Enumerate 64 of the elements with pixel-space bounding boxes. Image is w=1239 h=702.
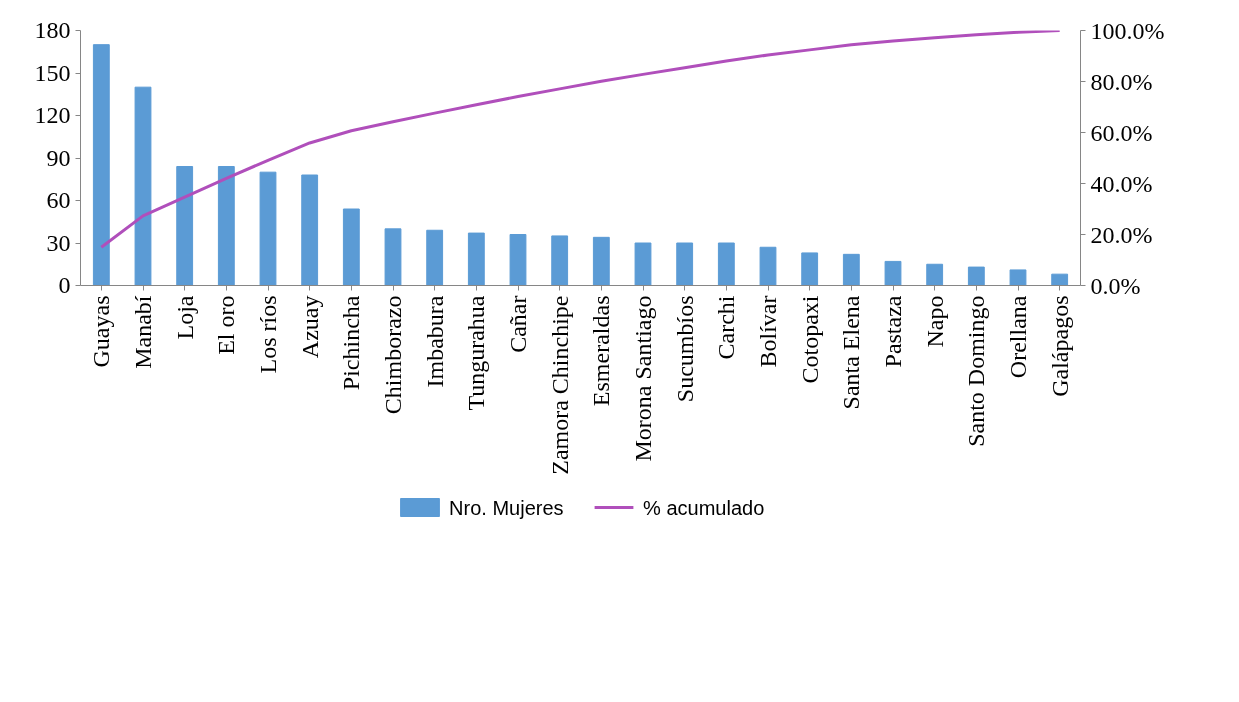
- bar: [92, 44, 110, 286]
- bar: [634, 242, 652, 286]
- bar: [842, 253, 860, 286]
- bar: [259, 171, 277, 286]
- x-tick-label: Santa Elena: [838, 295, 865, 410]
- legend-label: % acumulado: [643, 496, 765, 519]
- bar: [551, 235, 569, 286]
- x-tick-label: Pichincha: [338, 295, 365, 391]
- x-tick-label: Esmeraldas: [588, 295, 615, 407]
- x-tick-label: Cañar: [505, 295, 531, 353]
- bar: [717, 242, 735, 286]
- y2-tick-label: 80.0%: [1090, 68, 1153, 95]
- bar: [967, 266, 985, 286]
- x-tick-label: Morona Santiago: [630, 295, 656, 462]
- x-tick-label: Bolívar: [755, 295, 781, 368]
- x-tick-label: Santo Domingo: [963, 295, 990, 447]
- bar: [301, 174, 319, 286]
- bar: [1051, 273, 1069, 286]
- y-tick-label: 30: [46, 229, 71, 256]
- bar: [926, 263, 944, 286]
- x-tick-label: Guayas: [88, 295, 115, 368]
- x-tick-label: Zamora Chinchipe: [546, 295, 573, 475]
- x-tick-label: Sucumbíos: [671, 295, 698, 403]
- y2-tick-label: 0.0%: [1090, 272, 1141, 299]
- y-tick-label: 120: [34, 102, 71, 128]
- x-tick-label: El oro: [213, 295, 240, 355]
- x-tick-label: Tungurahua: [463, 295, 490, 411]
- bar: [1009, 269, 1027, 286]
- bar: [176, 166, 194, 286]
- y2-tick-label: 40.0%: [1090, 170, 1153, 197]
- y2-tick-label: 60.0%: [1090, 119, 1153, 146]
- legend-label: Nro. Mujeres: [449, 496, 564, 519]
- x-tick-label: Manabí: [130, 295, 156, 369]
- y-tick-label: 60: [46, 187, 71, 213]
- bar: [426, 229, 444, 286]
- x-tick-label: Carchi: [713, 295, 740, 360]
- bar: [884, 260, 902, 286]
- bar: [592, 236, 610, 286]
- bar: [384, 228, 402, 286]
- bar: [509, 234, 527, 286]
- x-tick-label: Chimborazo: [380, 295, 406, 415]
- x-tick-label: Galápagos: [1046, 295, 1073, 397]
- line-series: [99, 30, 1062, 249]
- bar: [801, 252, 819, 286]
- bar: [342, 208, 360, 286]
- x-tick-label: Los ríos: [255, 295, 281, 374]
- y2-tick-label: 20.0%: [1090, 221, 1153, 248]
- x-tick-label: Loja: [171, 295, 198, 340]
- bar: [217, 166, 235, 286]
- x-tick-label: Pastaza: [880, 295, 906, 368]
- x-tick-label: Napo: [921, 295, 948, 348]
- y-tick-label: 180: [34, 17, 71, 43]
- y2-tick-label: 100.0%: [1090, 17, 1165, 44]
- x-tick-label: Cotopaxi: [796, 295, 823, 384]
- bar: [676, 242, 694, 286]
- x-tick-label: Azuay: [296, 295, 323, 359]
- x-tick-label: Imbabura: [421, 295, 448, 388]
- y-tick-label: 150: [34, 59, 71, 86]
- y-tick-label: 0: [58, 272, 71, 298]
- bar: [134, 86, 152, 286]
- y-tick-label: 90: [46, 144, 71, 171]
- x-tick-label: Orellana: [1005, 295, 1031, 379]
- bar: [467, 232, 485, 286]
- bar: [759, 246, 777, 286]
